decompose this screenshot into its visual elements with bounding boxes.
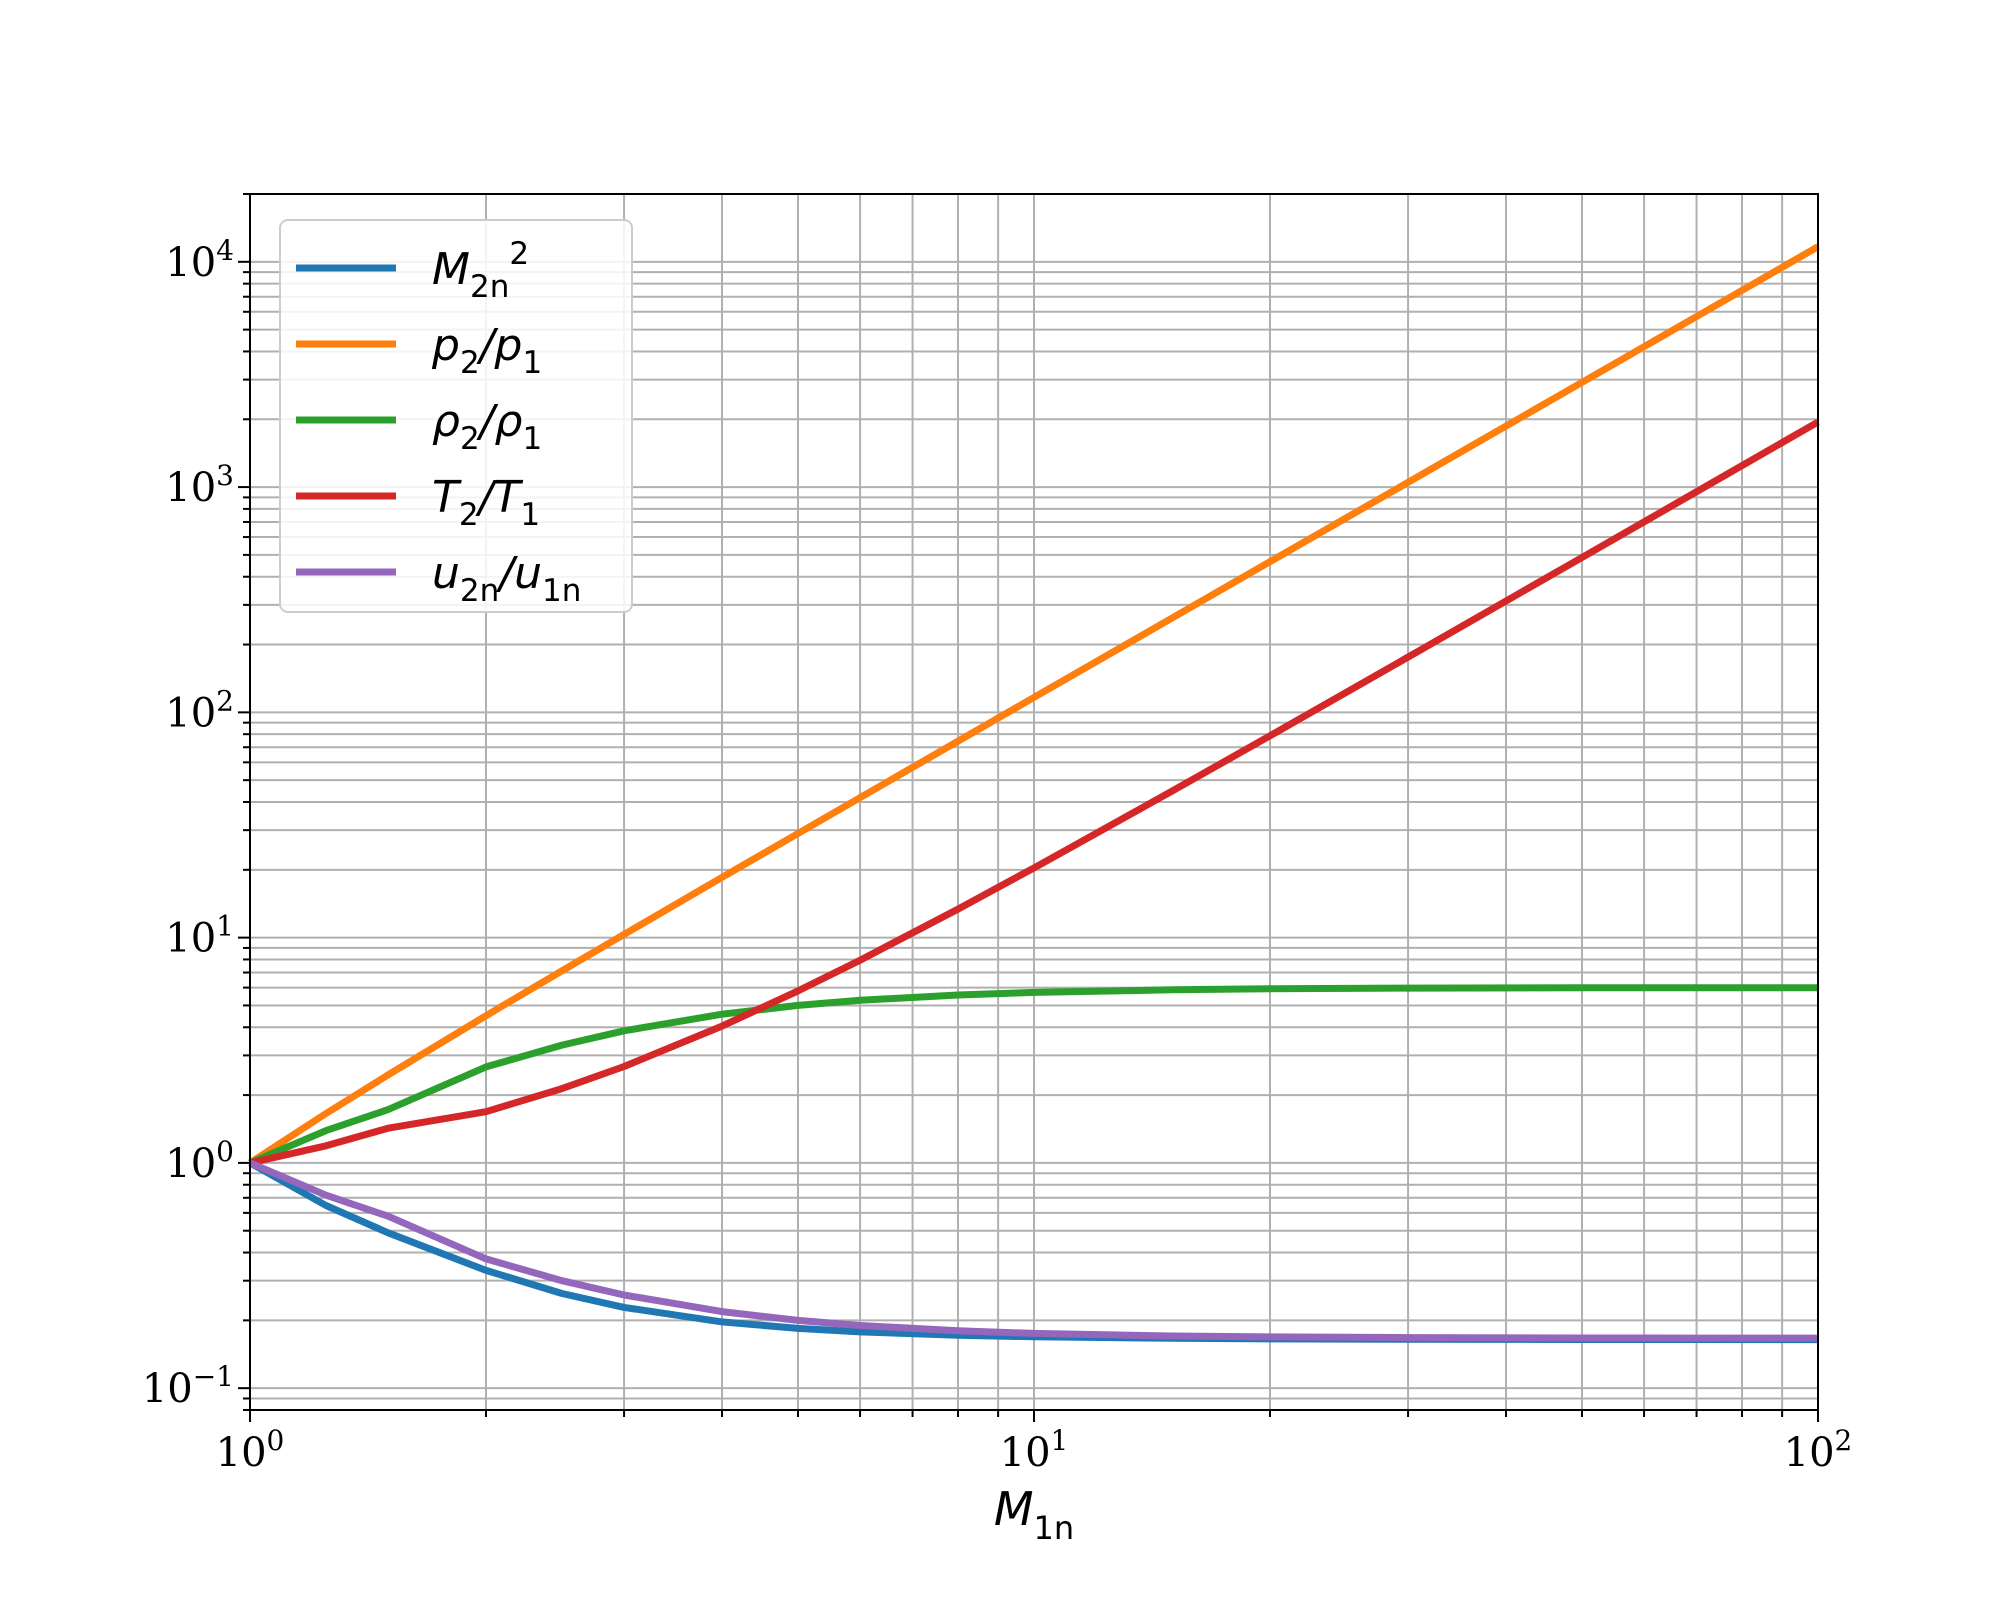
y-tick-label-exponent: 1 xyxy=(216,910,234,943)
axis-ticks xyxy=(238,193,1819,1422)
y-tick-label-base: 10 xyxy=(165,240,216,286)
legend-label-m-2n-2: M2n2 xyxy=(432,236,529,305)
y-tick-label-base: 10 xyxy=(165,1141,216,1187)
x-axis-title-text-part: 1n xyxy=(1034,1509,1075,1547)
legend-label-t-2-t-1-part: 2 xyxy=(459,497,479,533)
y-tick-label-exponent: 2 xyxy=(216,684,234,717)
y-tick-label-base: 10 xyxy=(165,465,216,511)
legend-label-t-2-t-1: T2/T1 xyxy=(432,472,540,533)
legend-label-p-2-p-1-part: 2 xyxy=(460,345,480,381)
series-line-2-1 xyxy=(248,984,1818,1167)
legend-label-t-2-t-1-part: T xyxy=(432,472,462,523)
legend-label-p-2-p-1-part: /p xyxy=(476,320,523,371)
y-tick-label-exponent: 4 xyxy=(216,234,234,267)
y-tick-label-exponent: 3 xyxy=(216,459,234,492)
legend-label-t-2-t-1-part: 1 xyxy=(520,497,540,533)
x-tick-label-exponent: 2 xyxy=(1835,1424,1853,1457)
y-tick-label: 100 xyxy=(165,1135,234,1187)
x-tick-label-exponent: 1 xyxy=(1051,1424,1069,1457)
legend-label-p-2-p-1-part: p xyxy=(431,320,460,371)
series-line-t-2-t-1 xyxy=(249,418,1820,1167)
legend-label-2-1: ρ2/ρ1 xyxy=(432,396,542,457)
legend-label-u-2n-u-1n: u2n/u1n xyxy=(432,548,581,609)
y-tick-label: 102 xyxy=(165,684,234,736)
y-tick-label: 10−1 xyxy=(142,1360,234,1412)
legend-label-u-2n-u-1n-part: 1n xyxy=(542,573,581,609)
legend-label-m-2n-2-part: 2 xyxy=(509,236,529,272)
x-tick-label: 100 xyxy=(216,1424,285,1476)
x-axis-title-text: M1n xyxy=(994,1482,1074,1547)
legend-label-p-2-p-1: p2/p1 xyxy=(431,320,542,381)
x-tick-label-base: 10 xyxy=(216,1430,267,1476)
legend-label-2-1-part: 1 xyxy=(522,421,542,457)
x-tick-label: 102 xyxy=(1784,1424,1853,1476)
plot-series xyxy=(248,243,1820,1344)
legend-label-m-2n-2-part: M xyxy=(432,244,470,295)
y-tick-label-base: 10 xyxy=(165,916,216,962)
legend-label-2-1-part: ρ xyxy=(432,396,460,447)
series-line-p-2-p-1 xyxy=(248,243,1820,1166)
y-tick-label: 103 xyxy=(165,459,234,511)
x-axis-title: M1n xyxy=(994,1482,1074,1547)
x-tick-label-base: 10 xyxy=(1000,1430,1051,1476)
x-tick-label-base: 10 xyxy=(1784,1430,1835,1476)
y-tick-label: 104 xyxy=(165,234,234,286)
legend-label-u-2n-u-1n-part: /u xyxy=(495,548,542,599)
y-tick-label-exponent: 0 xyxy=(216,1135,234,1168)
y-tick-label-base: 10 xyxy=(165,690,216,736)
y-tick-label-exponent: −1 xyxy=(193,1360,234,1393)
y-tick-label-base: 10 xyxy=(142,1366,193,1412)
x-axis-title-text-part: M xyxy=(994,1482,1034,1536)
legend-label-2-1-part: 2 xyxy=(460,421,480,457)
legend-label-2-1-part: /ρ xyxy=(476,396,523,447)
legend-label-u-2n-u-1n-part: u xyxy=(432,548,460,599)
x-tick-label: 101 xyxy=(1000,1424,1069,1476)
legend-label-u-2n-u-1n-part: 2n xyxy=(460,573,499,609)
legend-label-p-2-p-1-part: 1 xyxy=(522,345,542,381)
legend-box xyxy=(279,219,633,613)
legend-label-t-2-t-1-part: /T xyxy=(475,472,524,523)
legend-label-m-2n-2-part: 2n xyxy=(470,269,509,305)
x-tick-label-exponent: 0 xyxy=(267,1424,285,1457)
series-line-u-2n-u-1n xyxy=(248,1159,1818,1342)
y-tick-label: 101 xyxy=(165,910,234,962)
